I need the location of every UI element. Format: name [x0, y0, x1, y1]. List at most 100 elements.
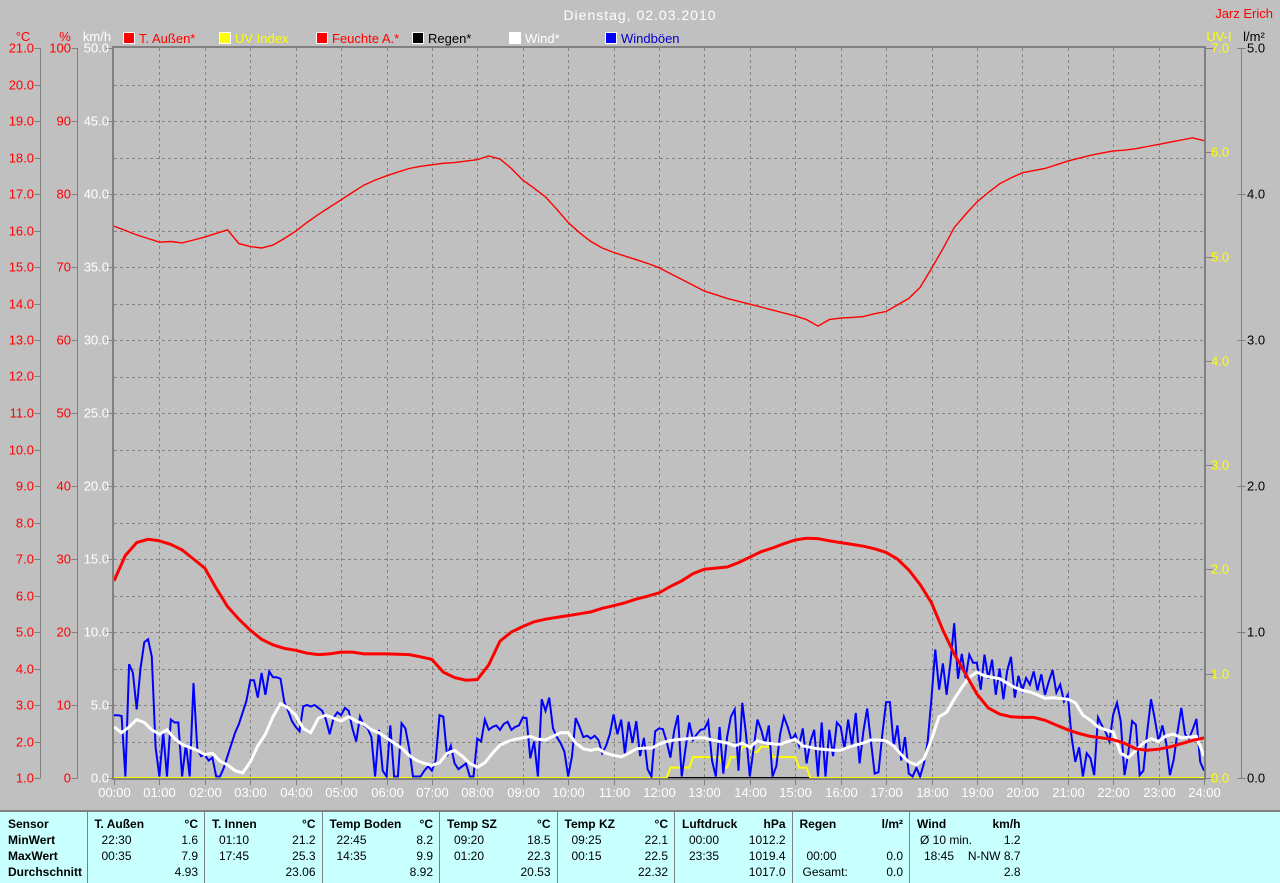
- axis-x: 00:00 01:00 02:00 03:00 04:00 05:00 06:00 07:00…: [98, 780, 1221, 800]
- table-col-unit: hPa: [763, 817, 786, 831]
- axis-humidity-tick-label: 0: [64, 771, 71, 786]
- table-min-time: 09:25: [571, 833, 602, 847]
- axis-temp-tick-label: 15.0: [9, 260, 34, 275]
- table-max-time: 00:15: [571, 849, 602, 863]
- series-t-au-en: [112, 536, 1205, 752]
- table-max-value: N-NW 8.7: [967, 849, 1021, 863]
- table-max-time: 23:35: [688, 849, 720, 863]
- series-wind: [113, 670, 1206, 775]
- table-row-label: MinWert: [8, 833, 56, 847]
- table-column-separator: [204, 812, 205, 883]
- axis-temp-tick-label: 4.0: [16, 662, 34, 677]
- axis-temp-tick-label: 16.0: [9, 224, 34, 239]
- axis-rain-tick-label: 1.0: [1247, 625, 1265, 640]
- table-min-value: 8.2: [416, 833, 433, 847]
- table-min-value: 21.2: [292, 833, 316, 847]
- axis-temp: 21.0 20.0 19.0 18.0 17.0 16.0 15.0 14.0 13.0 12.0…: [9, 29, 41, 786]
- axis-temp-unit-label: °C: [16, 29, 31, 44]
- table-row-label: Durchschnitt: [8, 865, 83, 879]
- table-min-time: 22:30: [101, 833, 132, 847]
- axis-humidity-tick-label: 30: [57, 552, 71, 567]
- table-column-separator: [439, 812, 440, 883]
- table-max-time: 00:00: [806, 849, 837, 863]
- table-min-time: 00:00: [688, 833, 720, 847]
- axis-temp-tick-label: 3.0: [16, 698, 34, 713]
- table-row-label: MaxWert: [8, 849, 58, 863]
- axis-x-tick-label: 08:00: [461, 785, 494, 800]
- axis-x-tick-label: 15:00: [779, 785, 812, 800]
- axis-rain-tick-label: 2.0: [1247, 479, 1265, 494]
- axis-humidity-tick-label: 40: [57, 479, 71, 494]
- legend-label: Regen*: [428, 31, 472, 46]
- legend-swatch-icon: [509, 32, 521, 44]
- table-max-value: 25.3: [292, 849, 316, 863]
- table-min-value: 1.2: [1003, 833, 1021, 847]
- axis-x-tick-label: 13:00: [688, 785, 721, 800]
- axis-x-tick-label: 07:00: [416, 785, 449, 800]
- table-max-time: 14:35: [336, 849, 367, 863]
- axis-x-tick-label: 00:00: [98, 785, 131, 800]
- axis-temp-tick-label: 9.0: [16, 479, 34, 494]
- axis-x-tick-label: 22:00: [1097, 785, 1130, 800]
- table-max-value: 0.0: [886, 849, 903, 863]
- axis-wind-tick-label: 40.0: [84, 187, 109, 202]
- axis-uv-tick-label: 4.0: [1211, 354, 1229, 369]
- watermark-author: Jarz Erich: [1215, 6, 1273, 21]
- axis-temp-tick-label: 11.0: [10, 406, 34, 421]
- axis-temp-tick-label: 5.0: [16, 625, 34, 640]
- axis-humidity-tick-label: 50: [57, 406, 71, 421]
- table-max-value: 7.9: [181, 849, 198, 863]
- axis-x-tick-label: 01:00: [143, 785, 176, 800]
- table-min-value: 1.6: [181, 833, 198, 847]
- axis-x-tick-label: 23:00: [1143, 785, 1176, 800]
- axis-x-tick-label: 16:00: [825, 785, 858, 800]
- table-avg-label: Gesamt:: [802, 865, 848, 879]
- axis-x-tick-label: 24:00: [1188, 785, 1221, 800]
- axis-wind-tick-label: 0.0: [91, 771, 109, 786]
- table-col-unit: °C: [302, 817, 316, 831]
- page-title: Dienstag, 02.03.2010: [563, 7, 717, 23]
- axis-wind-tick-label: 45.0: [84, 114, 109, 129]
- axis-x-tick-label: 18:00: [916, 785, 949, 800]
- axis-humidity-tick-label: 10: [57, 698, 71, 713]
- table-column-separator: [87, 812, 88, 883]
- axis-humidity-tick-label: 60: [57, 333, 71, 348]
- axis-x-tick-label: 20:00: [1006, 785, 1039, 800]
- axis-x-tick-label: 17:00: [870, 785, 903, 800]
- table-col-header: Luftdruck: [682, 817, 738, 831]
- table-min-time: 01:10: [218, 833, 250, 847]
- table-max-value: 9.9: [416, 849, 433, 863]
- legend-label: Wind*: [525, 31, 560, 46]
- table-column-separator: [674, 812, 675, 883]
- summary-table: Sensor MinWert MaxWert Durchschnitt T. Außen…: [0, 810, 1280, 883]
- axis-wind-tick-label: 10.0: [84, 625, 109, 640]
- axis-rain-tick-label: 4.0: [1247, 187, 1265, 202]
- axis-uv-tick-label: 1.0: [1211, 667, 1229, 682]
- table-min-time: Ø 10 min.: [920, 833, 973, 847]
- table-col-header: T. Außen: [94, 817, 145, 831]
- axis-uv-tick-label: 0.0: [1211, 771, 1229, 786]
- axis-x-tick-label: 04:00: [280, 785, 313, 800]
- grid-lines: [114, 48, 1204, 778]
- table-avg-value: 23.06: [285, 865, 316, 879]
- legend-swatch-icon: [316, 32, 328, 44]
- table-col-header: Temp Boden: [329, 817, 402, 831]
- axis-humidity-tick-label: 90: [57, 114, 71, 129]
- axis-wind-tick-label: 35.0: [84, 260, 109, 275]
- table-column-separator: [909, 812, 910, 883]
- table-max-time: 18:45: [923, 849, 955, 863]
- table-col-unit: l/m²: [881, 817, 903, 831]
- table-max-value: 22.5: [644, 849, 668, 863]
- axis-rain-tick-label: 0.0: [1247, 771, 1265, 786]
- axis-temp-tick-label: 14.0: [9, 297, 34, 312]
- axis-temp-tick-label: 18.0: [9, 151, 34, 166]
- axis-wind-tick-label: 20.0: [84, 479, 109, 494]
- legend-label: Feuchte A.*: [332, 31, 400, 46]
- axis-x-tick-label: 19:00: [961, 785, 994, 800]
- axis-x-tick-label: 09:00: [507, 785, 540, 800]
- axis-x-tick-label: 10:00: [552, 785, 585, 800]
- axis-temp-tick-label: 13.0: [9, 333, 34, 348]
- axis-rain-unit-label: l/m²: [1243, 29, 1265, 44]
- axis-rain: 5.0 4.0 3.0 2.0 1.0 0.0 l/m²: [1237, 29, 1265, 786]
